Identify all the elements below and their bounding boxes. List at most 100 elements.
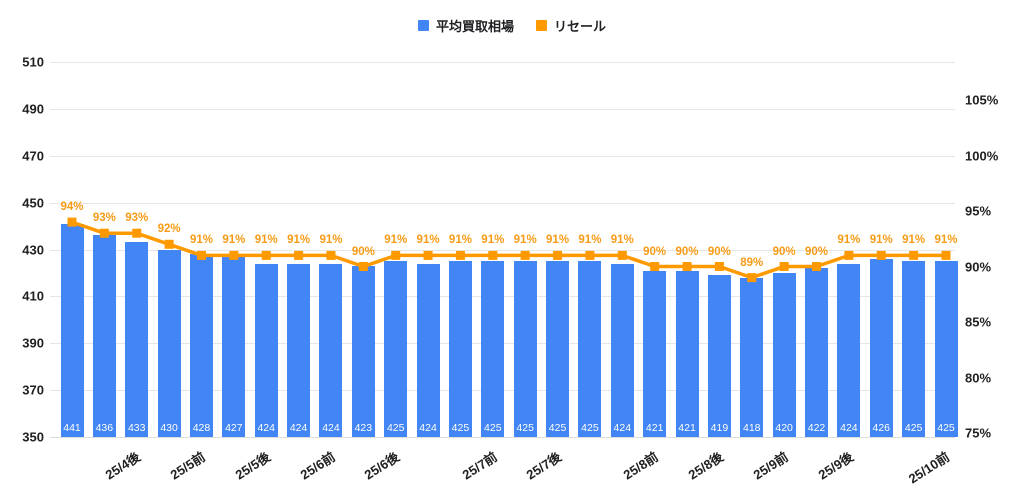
resale-point[interactable]	[779, 262, 789, 271]
bar-value-label: 420	[775, 422, 793, 434]
y-axis-right-tick-label: 90%	[965, 259, 992, 274]
bar[interactable]: 425	[481, 261, 505, 437]
y-axis-left-tick-label: 490	[22, 101, 44, 117]
bar[interactable]: 425	[546, 261, 570, 437]
bar-value-label: 424	[419, 422, 437, 434]
bar[interactable]: 425	[902, 261, 926, 437]
bar[interactable]: 418	[740, 277, 764, 437]
resale-point[interactable]	[164, 239, 174, 249]
resale-point-label: 91%	[254, 234, 278, 247]
bar[interactable]: 425	[448, 261, 472, 437]
bar-value-label: 419	[710, 422, 729, 434]
resale-point-label: 93%	[92, 212, 116, 225]
bar[interactable]: 441	[60, 223, 84, 437]
bar[interactable]: 424	[254, 263, 278, 437]
gridline	[50, 155, 955, 157]
y-axis-right-tick-label: 80%	[965, 370, 992, 385]
bar-value-label: 424	[322, 422, 340, 434]
resale-point[interactable]	[553, 250, 563, 260]
resale-point[interactable]	[909, 250, 919, 260]
resale-point-label: 90%	[707, 245, 731, 258]
resale-point[interactable]	[391, 250, 401, 260]
bar-value-label: 424	[289, 422, 308, 434]
gridline	[50, 108, 955, 110]
resale-point[interactable]	[488, 250, 498, 260]
bar[interactable]: 428	[189, 254, 213, 437]
bar[interactable]: 420	[772, 272, 796, 437]
resale-point[interactable]	[520, 250, 530, 260]
y-axis-right-tick-label: 75%	[965, 425, 992, 441]
bar[interactable]: 424	[837, 263, 861, 437]
bar-value-label: 425	[581, 422, 599, 434]
resale-point[interactable]	[326, 250, 336, 260]
y-axis-left-tick-label: 430	[22, 242, 44, 257]
resale-point[interactable]	[132, 228, 142, 238]
bar[interactable]: 421	[675, 270, 699, 437]
resale-point[interactable]	[585, 250, 595, 260]
bar-value-label: 424	[257, 422, 275, 434]
resale-point[interactable]	[844, 250, 854, 260]
bar-value-label: 427	[225, 422, 243, 434]
resale-point-label: 90%	[643, 245, 667, 258]
legend-label-avg-buy-price: 平均買取相場	[435, 19, 514, 34]
bar[interactable]: 424	[319, 263, 343, 437]
resale-point[interactable]	[455, 250, 465, 260]
resale-point-label: 92%	[157, 223, 181, 236]
x-axis-tick-label: 25/7前	[459, 449, 500, 483]
bar[interactable]: 436	[92, 235, 116, 437]
resale-point-label: 90%	[772, 245, 796, 258]
y-axis-left-tick-label: 450	[22, 195, 44, 211]
y-axis-right-tick-label: 85%	[965, 314, 992, 330]
x-axis-tick-label: 25/5後	[232, 449, 273, 483]
resale-point-label: 94%	[60, 201, 84, 214]
resale-point[interactable]	[423, 250, 433, 260]
y-axis-right-tick-label: 105%	[965, 92, 999, 108]
bar-value-label: 433	[127, 422, 146, 434]
bar[interactable]: 425	[934, 261, 958, 437]
bar-value-label: 425	[484, 422, 502, 434]
y-axis-left-tick-label: 470	[22, 148, 44, 164]
bar-value-label: 436	[95, 422, 114, 434]
bar[interactable]: 422	[805, 268, 829, 437]
resale-point-label: 90%	[675, 245, 699, 258]
x-axis-tick-label: 25/10前	[906, 449, 953, 487]
bar[interactable]: 425	[513, 261, 537, 437]
resale-point-label: 91%	[448, 234, 472, 247]
resale-point[interactable]	[617, 250, 627, 260]
bar[interactable]: 430	[157, 249, 181, 437]
legend-item-avg-buy-price: 平均買取相場	[417, 16, 514, 35]
bar-value-label: 425	[937, 422, 955, 434]
resale-point[interactable]	[294, 250, 304, 260]
resale-point[interactable]	[941, 250, 951, 260]
resale-point-label: 91%	[222, 234, 246, 247]
y-axis-left-tick-label: 510	[22, 54, 44, 70]
bar[interactable]: 424	[610, 263, 634, 437]
resale-point-label: 91%	[416, 234, 440, 247]
bar-value-label: 418	[743, 422, 761, 434]
bar[interactable]: 426	[869, 258, 893, 437]
resale-point-label: 91%	[869, 234, 893, 247]
bar-value-label: 422	[807, 422, 826, 434]
bar[interactable]: 424	[287, 263, 311, 437]
bar[interactable]: 421	[643, 270, 667, 437]
bar[interactable]: 425	[384, 261, 408, 437]
bar[interactable]: 419	[707, 275, 731, 437]
resale-point[interactable]	[261, 250, 271, 260]
bar[interactable]: 427	[222, 256, 246, 437]
resale-point-label: 91%	[902, 234, 926, 247]
bar[interactable]: 425	[578, 261, 602, 437]
legend-item-resale: リセール	[536, 16, 606, 35]
bar[interactable]: 424	[416, 263, 440, 437]
resale-point-label: 90%	[351, 245, 375, 258]
bar-value-label: 425	[451, 422, 470, 434]
resale-point-label: 91%	[934, 234, 958, 247]
y-axis-right-tick-label: 100%	[965, 148, 999, 163]
resale-point[interactable]	[714, 262, 724, 271]
bar-value-label: 421	[678, 422, 696, 434]
bar-value-label: 423	[354, 422, 373, 434]
bar[interactable]: 433	[125, 242, 149, 437]
bar[interactable]: 423	[351, 265, 375, 437]
resale-point-label: 91%	[189, 234, 213, 247]
